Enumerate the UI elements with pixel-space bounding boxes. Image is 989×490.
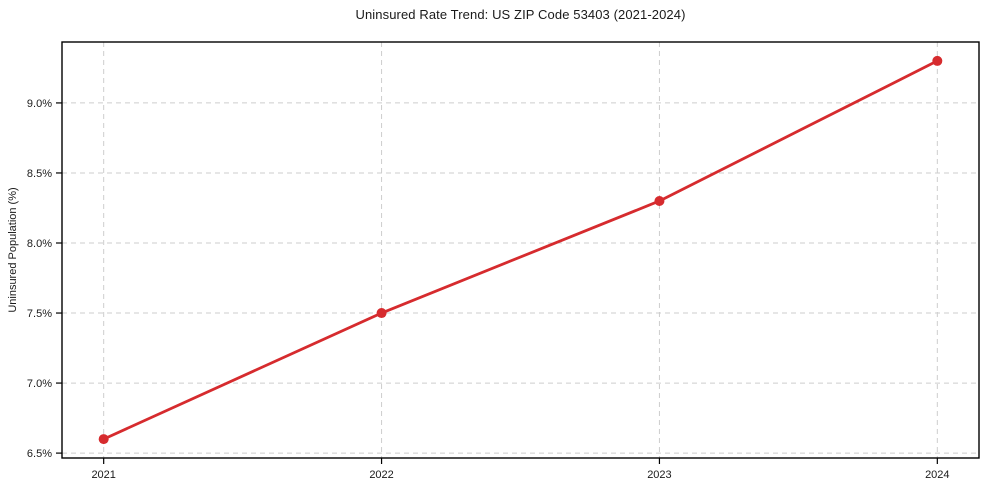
x-tick-label: 2021 [91, 469, 115, 481]
x-tick-label: 2022 [369, 469, 393, 481]
y-tick-label: 8.5% [27, 168, 52, 180]
trend-line [102, 59, 939, 441]
x-tick-label: 2024 [925, 469, 949, 481]
y-tick-label: 7.0% [27, 378, 52, 390]
y-tick-label: 8.0% [27, 238, 52, 250]
data-point [654, 195, 665, 206]
y-tick-label: 7.5% [27, 308, 52, 320]
data-point [932, 55, 943, 66]
plot-border [61, 41, 980, 459]
chart-title: Uninsured Rate Trend: US ZIP Code 53403 … [355, 7, 686, 22]
data-point [98, 434, 109, 445]
x-tick-label: 2023 [647, 469, 671, 481]
data-point [376, 308, 387, 319]
y-tick-label: 9.0% [27, 98, 52, 110]
y-tick-label: 6.5% [27, 448, 52, 460]
